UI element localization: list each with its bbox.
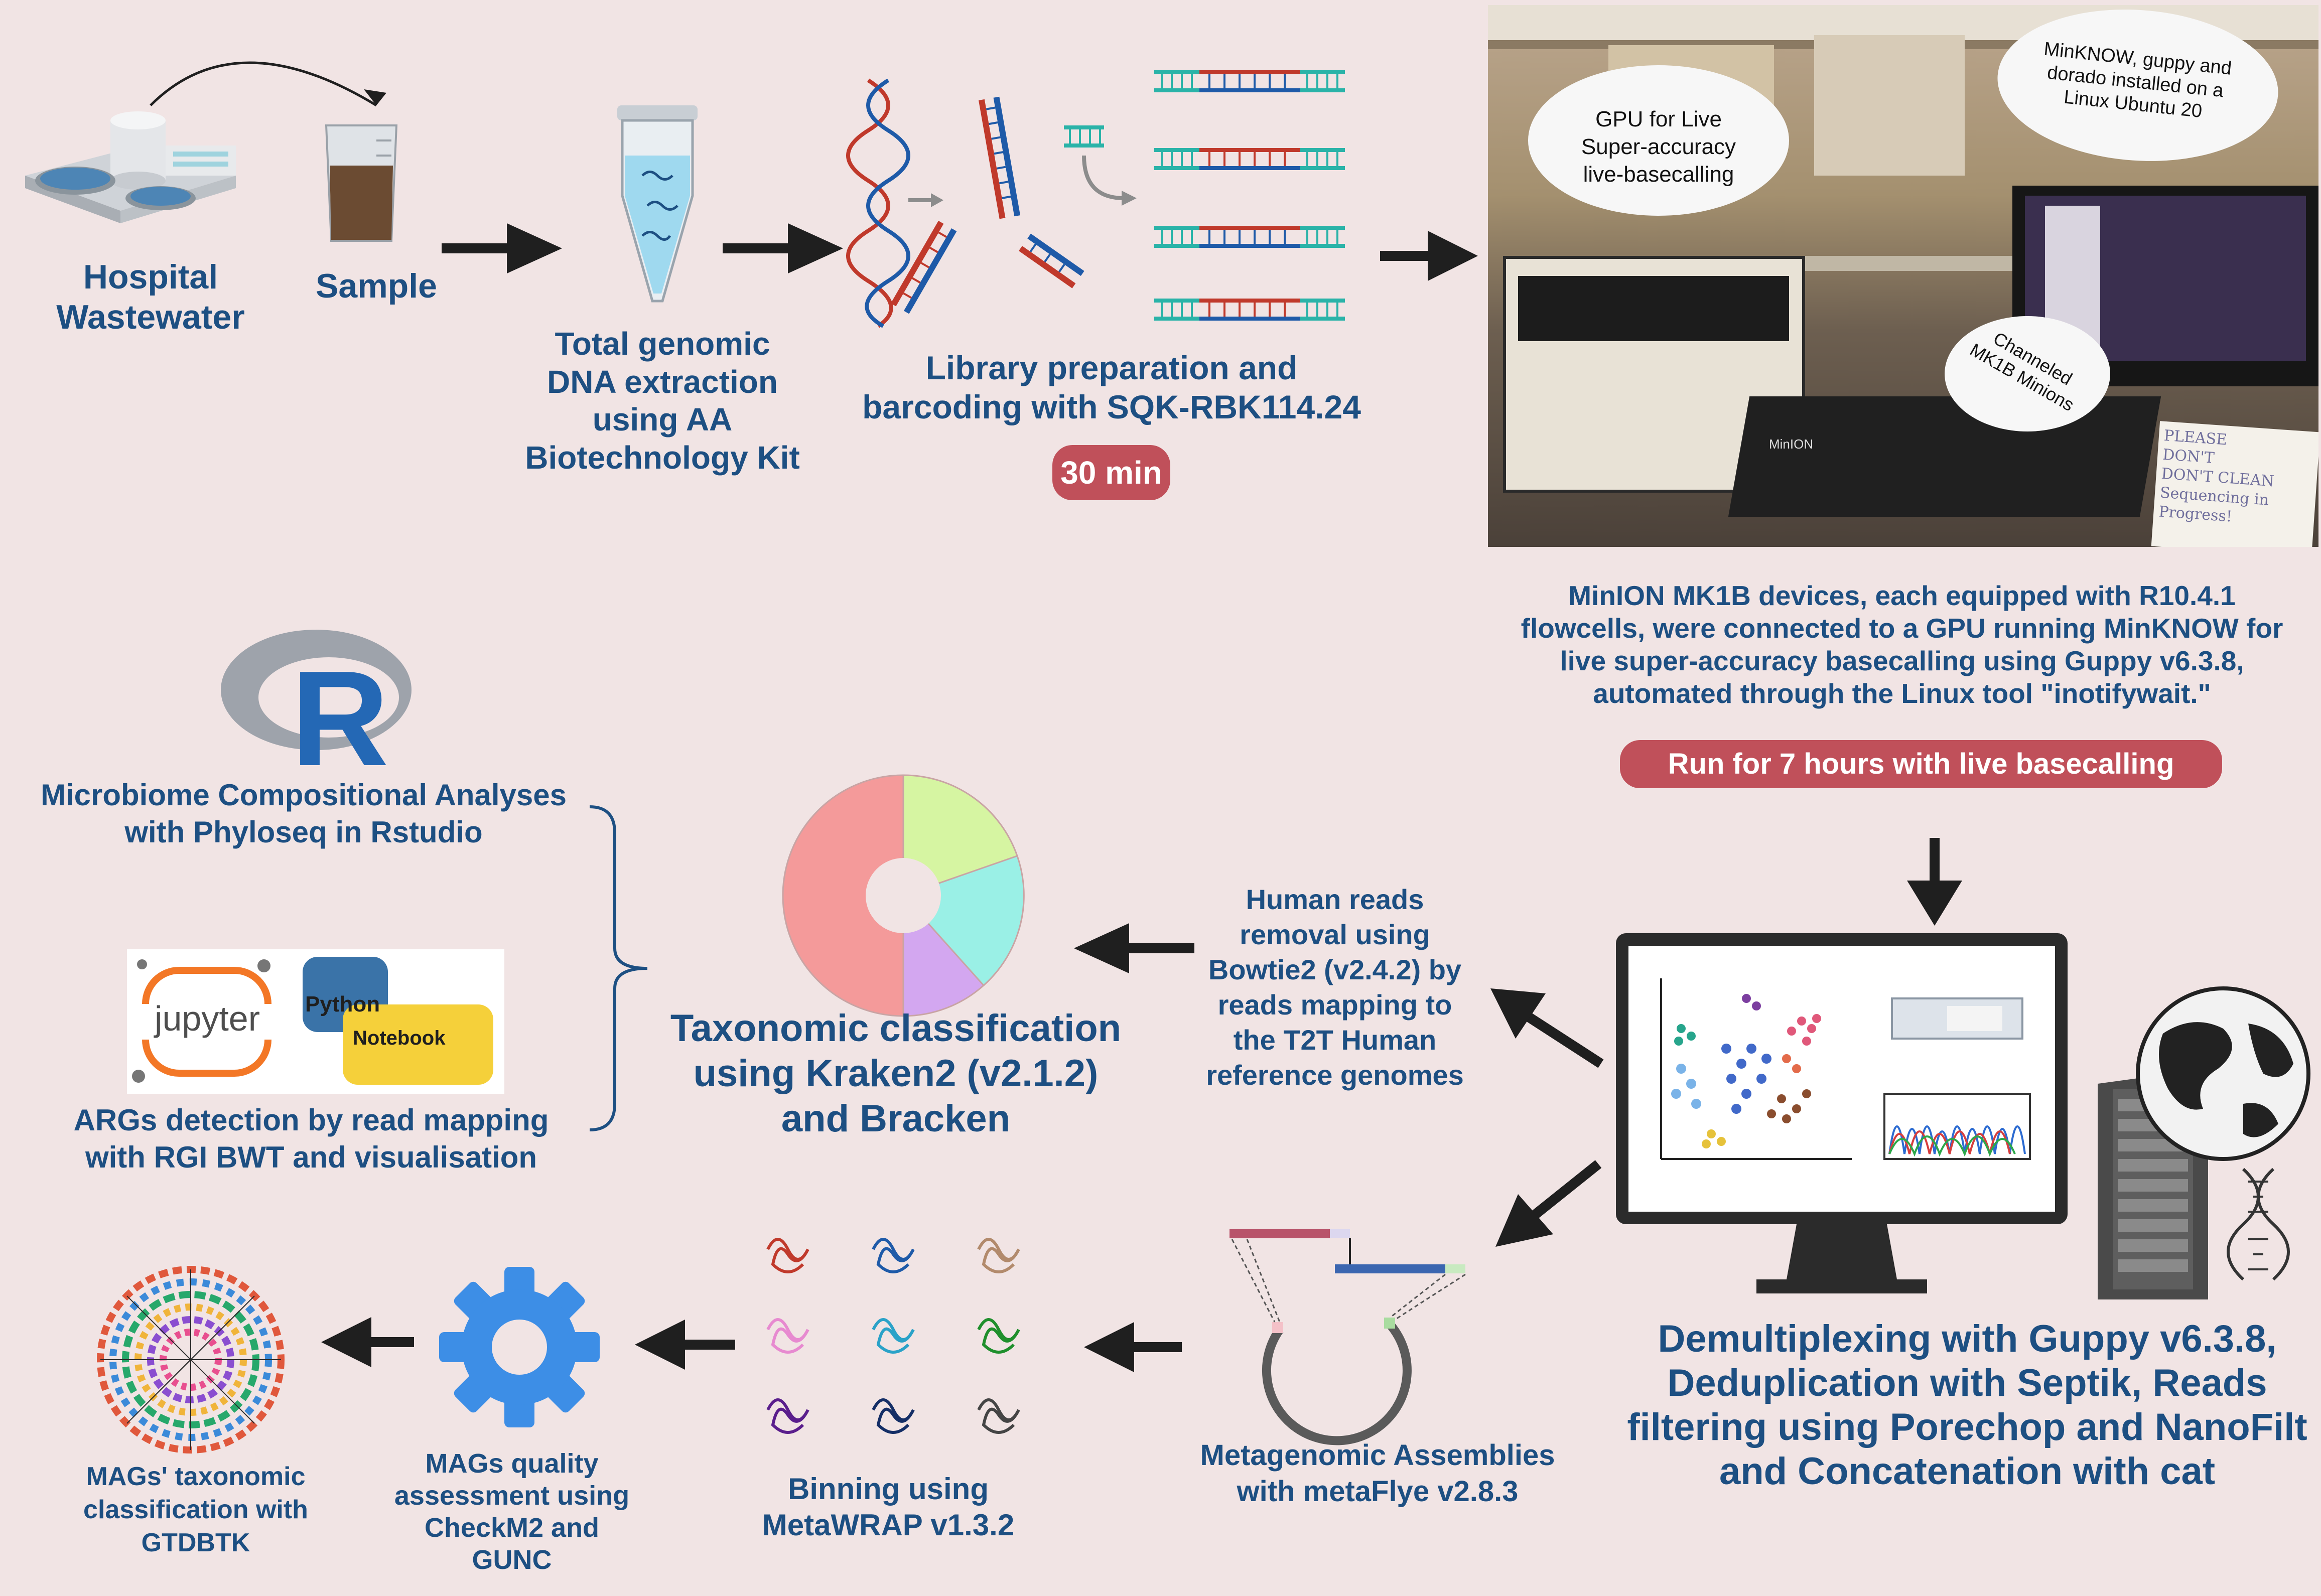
svg-text:R: R: [291, 643, 389, 794]
args-label: ARGs detection by read mapping with RGI …: [73, 1103, 549, 1174]
gtdbtk-wheel-icon: [97, 1266, 285, 1454]
arrow-demux-assembly: [1495, 1160, 1602, 1247]
arrow-assembly-binning: [1084, 1322, 1182, 1372]
jupyter-logo: jupyter: [154, 999, 260, 1038]
jupyter-python-logos: jupyter Python Notebook: [127, 949, 504, 1094]
globe-icon: [2136, 986, 2310, 1161]
binning-label: Binning using MetaWRAP v1.3.2: [762, 1472, 1015, 1542]
arrow-quality-gtdbtk: [321, 1317, 414, 1367]
arrow-binning-quality: [635, 1320, 735, 1370]
arrow-sample-extraction: [442, 223, 562, 273]
minion-device-label: MinION: [1769, 437, 1814, 452]
minion-description: MinION MK1B devices, each equipped with …: [1521, 580, 2283, 709]
quality-label: MAGs quality assessment using CheckM2 an…: [394, 1448, 630, 1575]
gpu-callout: GPU for Live Super-accuracy live-basecal…: [1581, 107, 1736, 187]
demux-label: Demultiplexing with Guppy v6.3.8, Dedupl…: [1627, 1318, 2307, 1493]
photo-note: PLEASE DON'T DON'T CLEAN Sequencing in P…: [2151, 421, 2318, 547]
arrow-sequencing-demux: [1907, 838, 1962, 926]
assembly-icon: [1230, 1229, 1466, 1445]
tube-icon: [617, 105, 698, 303]
taxonomic-label: Taxonomic classification using Kraken2 (…: [670, 1007, 1122, 1140]
human-removal-label: Human reads removal using Bowtie2 (v2.4.…: [1206, 884, 1464, 1091]
lab-photo: MinION PLEASE DON'T DON'T CLEAN Sequenci…: [1488, 5, 2318, 547]
dna-fragment-icon: [846, 78, 1137, 328]
sample-beaker-icon: [325, 124, 398, 242]
sample-label: Sample: [316, 267, 437, 305]
gtdbtk-label: MAGs' taxonomic classification with GTDB…: [83, 1462, 308, 1557]
arrow-extraction-library: [723, 223, 843, 273]
transfer-arrow: [150, 61, 386, 107]
arrow-demux-human: [1490, 988, 1604, 1068]
run-time-badge: Run for 7 hours with live basecalling: [1620, 740, 2222, 788]
arrow-library-sequencing: [1380, 231, 1478, 281]
notebook-label: Notebook: [353, 1027, 446, 1049]
arrow-human-taxonomic: [1074, 923, 1194, 973]
hospital-label: Hospital Wastewater: [56, 258, 245, 337]
dna-icon: [2227, 1168, 2290, 1281]
monitor-icon: [1616, 933, 2068, 1293]
python-logo: Python: [305, 992, 380, 1017]
bracket-icon: [589, 805, 648, 1131]
assembly-label: Metagenomic Assemblies with metaFlye v2.…: [1200, 1439, 1555, 1508]
barcoded-fragments: [1154, 70, 1345, 321]
extraction-label: Total genomic DNA extraction using AA Bi…: [525, 326, 800, 476]
donut-chart-icon: [782, 774, 1025, 1017]
gear-icon: [439, 1267, 600, 1427]
library-label: Library preparation and barcoding with S…: [862, 349, 1361, 425]
library-time-badge: 30 min: [1052, 445, 1170, 500]
hospital-wastewater-icon: [25, 111, 236, 223]
bins-icon: [766, 1238, 1020, 1434]
r-logo: R: [221, 630, 412, 794]
microbiome-label: Microbiome Compositional Analyses with P…: [41, 778, 567, 849]
